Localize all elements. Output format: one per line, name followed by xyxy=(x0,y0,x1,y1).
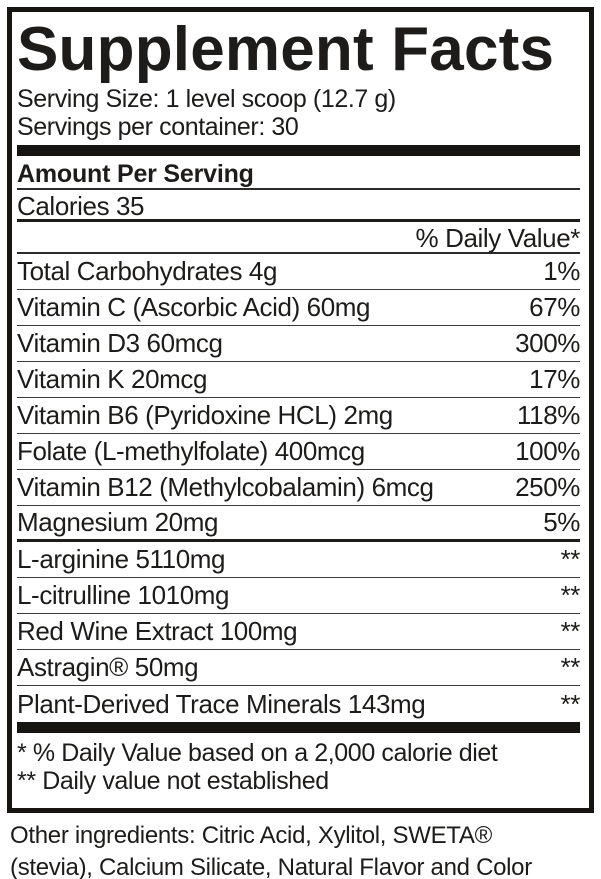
nutrient-label: Plant-Derived Trace Minerals 143mg xyxy=(17,688,426,719)
servings-per-container-text: Servings per container: 30 xyxy=(17,113,299,141)
nutrient-label: Red Wine Extract 100mg xyxy=(17,616,298,646)
nutrient-row-vitamin-d3: Vitamin D3 60mcg 300% xyxy=(17,326,580,362)
nutrient-value: 100% xyxy=(515,436,580,466)
supplement-facts-panel: Supplement Facts Serving Size: 1 level s… xyxy=(7,7,594,813)
divider-bar-bottom xyxy=(17,722,580,733)
nutrient-label: Astragin® 50mg xyxy=(17,652,199,682)
nutrient-row-magnesium: Magnesium 20mg 5% xyxy=(17,506,580,542)
nutrient-value: ** xyxy=(560,652,581,682)
nutrient-row-astragin: Astragin® 50mg ** xyxy=(17,650,580,686)
other-ingredients: Other ingredients: Citric Acid, Xylitol,… xyxy=(10,820,598,879)
amount-per-serving-heading: Amount Per Serving xyxy=(17,156,580,190)
nutrient-label: Vitamin D3 60mcg xyxy=(17,328,223,358)
nutrient-value: 300% xyxy=(515,328,580,358)
nutrient-value: 118% xyxy=(517,400,580,430)
nutrient-row-vitamin-b12: Vitamin B12 (Methylcobalamin) 6mcg 250% xyxy=(17,470,580,506)
nutrient-row-vitamin-k: Vitamin K 20mcg 17% xyxy=(17,362,580,398)
nutrient-value: 5% xyxy=(543,507,580,537)
nutrient-label: Folate (L-methylfolate) 400mcg xyxy=(17,436,365,466)
nutrient-value: 250% xyxy=(515,472,580,502)
nutrient-value: 17% xyxy=(529,364,580,394)
panel-title: Supplement Facts xyxy=(17,15,555,84)
nutrient-row-l-arginine: L-arginine 5110mg ** xyxy=(17,542,580,578)
footnote-not-established: ** Daily value not established xyxy=(17,767,329,795)
nutrient-row-trace-minerals: Plant-Derived Trace Minerals 143mg ** xyxy=(17,686,580,722)
nutrient-value: ** xyxy=(560,580,581,610)
nutrient-label: L-arginine 5110mg xyxy=(17,544,226,574)
serving-size-text: Serving Size: 1 level scoop (12.7 g) xyxy=(17,85,396,113)
nutrient-value: 1% xyxy=(543,256,580,286)
nutrient-label: Vitamin B6 (Pyridoxine HCL) 2mg xyxy=(17,400,393,430)
nutrient-label: Vitamin K 20mcg xyxy=(17,364,208,394)
nutrient-row-vitamin-b6: Vitamin B6 (Pyridoxine HCL) 2mg 118% xyxy=(17,398,580,434)
nutrient-label: Magnesium 20mg xyxy=(17,507,219,537)
nutrient-row-red-wine-extract: Red Wine Extract 100mg ** xyxy=(17,614,580,650)
nutrient-value: ** xyxy=(560,616,581,646)
nutrient-row-l-citrulline: L-citrulline 1010mg ** xyxy=(17,578,580,614)
nutrient-row-total-carbohydrates: Total Carbohydrates 4g 1% xyxy=(17,254,580,290)
other-ingredients-line-1: Other ingredients: Citric Acid, Xylitol,… xyxy=(10,822,492,849)
nutrient-row-folate: Folate (L-methylfolate) 400mcg 100% xyxy=(17,434,580,470)
nutrient-value: 67% xyxy=(529,292,580,322)
footnote-daily-value: * % Daily Value based on a 2,000 calorie… xyxy=(17,739,498,767)
nutrient-value: ** xyxy=(560,544,581,574)
nutrient-row-vitamin-c: Vitamin C (Ascorbic Acid) 60mg 67% xyxy=(17,290,580,326)
calories-row: Calories 35 xyxy=(17,190,580,222)
divider-bar-top xyxy=(17,145,580,156)
daily-value-header: % Daily Value* xyxy=(17,222,580,254)
other-ingredients-line-2: (stevia), Calcium Silicate, Natural Flav… xyxy=(10,854,532,879)
nutrient-label: Vitamin B12 (Methylcobalamin) 6mcg xyxy=(17,472,434,502)
nutrient-label: Vitamin C (Ascorbic Acid) 60mg xyxy=(17,292,371,322)
nutrient-label: L-citrulline 1010mg xyxy=(17,580,230,610)
nutrient-value: ** xyxy=(560,688,581,719)
nutrient-label: Total Carbohydrates 4g xyxy=(17,256,278,286)
